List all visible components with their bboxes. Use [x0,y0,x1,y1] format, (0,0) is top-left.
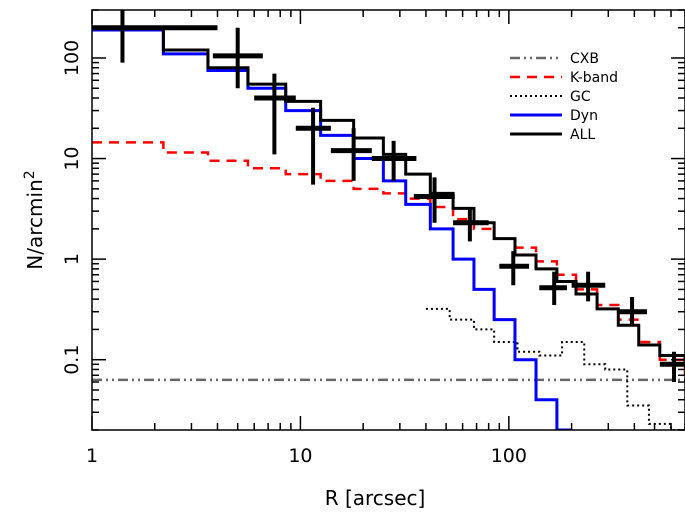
data-point-12 [616,297,647,326]
x-tick-label: 1 [86,445,98,467]
plot-frame [91,9,685,431]
y-tick-label: 100 [61,40,83,76]
tick-labels: 1 10 100 0.1 1 10 100 [61,40,527,467]
data-point-4 [295,107,331,185]
x-axis-title: R [arcsec] [325,486,426,510]
data-point-11 [571,271,606,302]
legend-label-dyn: Dyn [570,108,598,124]
data-point-9 [499,251,530,286]
y-axis-title-superscript: 2 [22,170,38,179]
data-point-5 [330,128,372,181]
data-point-7 [413,177,455,223]
y-tick-label: 10 [61,146,83,170]
legend-label-k-band: K-band [570,70,618,86]
y-tick-label: 1 [61,253,83,265]
series-k-band-line [92,141,685,383]
legend-label-gc: GC [570,89,591,105]
x-tick-label: 10 [288,445,312,467]
data-point-1 [92,10,218,63]
axes [91,9,685,431]
data-point-3 [254,73,296,155]
data-point-10 [539,271,567,305]
data-point-8 [453,206,489,242]
data-point-6 [371,140,417,181]
legend-label-all: ALL [570,127,595,143]
y-axis-title: N/arcmin2 [22,170,47,269]
series-gc-line [425,307,685,430]
plot-area [92,26,685,430]
legend: CXB K-band GC Dyn ALL [510,51,618,143]
x-tick-label: 100 [491,445,527,467]
data-points [92,10,685,383]
y-tick-label: 0.1 [61,345,83,375]
y-axis-title-main: N/arcmin [23,179,47,269]
series-dyn-line [92,28,572,430]
series-all-line [92,26,685,365]
legend-label-cxb: CXB [570,51,599,67]
data-point-2 [212,27,263,89]
